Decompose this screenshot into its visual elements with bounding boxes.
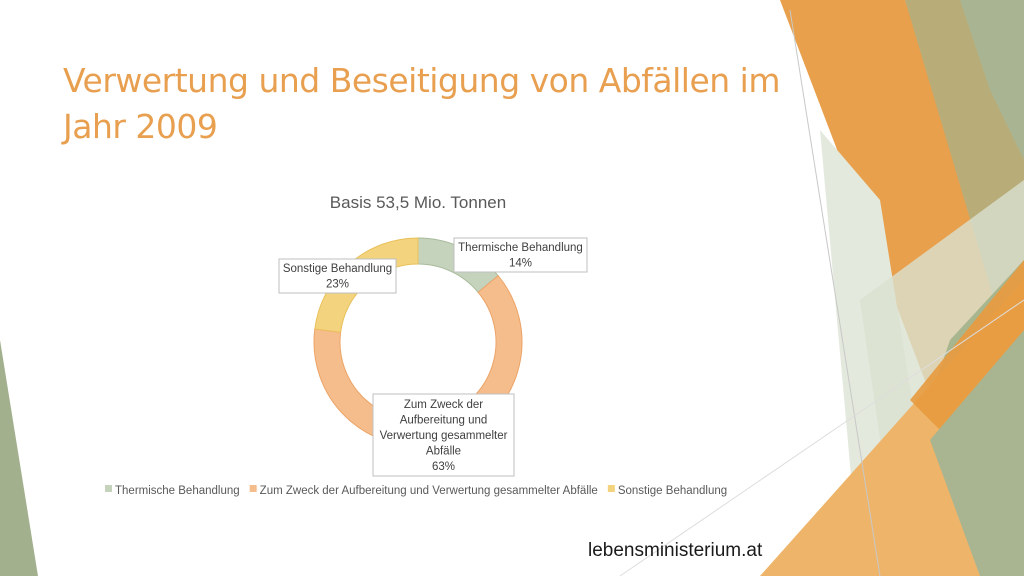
- data-label-3: Sonstige Behandlung 23%: [278, 258, 397, 294]
- data-label-text: 63%: [432, 461, 455, 473]
- data-label-text: Aufbereitung und: [400, 414, 488, 426]
- slide-title: Verwertung und Beseitigung von Abfällen …: [63, 61, 781, 146]
- data-label-text: Thermische Behandlung: [458, 242, 583, 254]
- footer-website: lebensministerium.at: [588, 540, 763, 561]
- data-label-box: [278, 258, 397, 294]
- chart-legend: Thermische Behandlung Zum Zweck der Aufbe…: [105, 485, 727, 497]
- data-label-2: Zum Zweck der Aufbereitung und Verwertung …: [372, 393, 515, 477]
- chart-title: Basis 53,5 Mio. Tonnen: [330, 193, 506, 212]
- data-label-box: [372, 393, 515, 477]
- data-label-1: Thermische Behandlung 14%: [453, 237, 588, 273]
- data-label-text: Zum Zweck der: [404, 399, 483, 411]
- legend-swatch-2: [249, 485, 257, 492]
- legend-label-3: Sonstige Behandlung: [618, 485, 727, 497]
- data-label-box: [453, 237, 588, 273]
- data-label-text: 14%: [509, 258, 532, 270]
- legend-swatch-1: [105, 485, 112, 492]
- data-label-text: Abfälle: [426, 445, 461, 457]
- data-label-text: Verwertung gesammelter: [380, 430, 508, 442]
- data-labels: Thermische Behandlung 14% Zum Zweck der Auf…: [278, 237, 588, 477]
- data-label-text: 23%: [326, 279, 349, 291]
- legend-label-1: Thermische Behandlung: [115, 485, 240, 497]
- legend-label-2: Zum Zweck der Aufbereitung und Verwertun…: [260, 485, 598, 497]
- legend-swatch-3: [607, 485, 615, 492]
- data-label-text: Sonstige Behandlung: [283, 263, 392, 275]
